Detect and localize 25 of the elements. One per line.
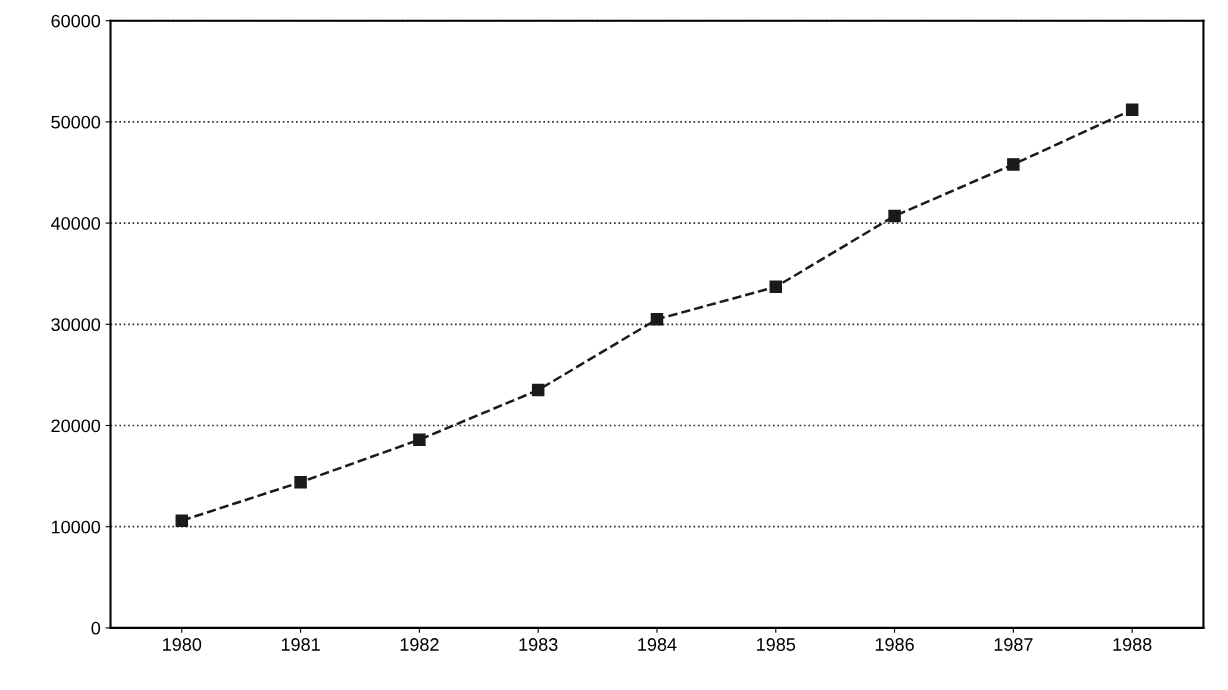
x-tick-label: 1986 bbox=[875, 638, 914, 651]
y-tick-label: 30000 bbox=[51, 318, 101, 332]
y-tick-label: 50000 bbox=[51, 115, 101, 129]
y-tick-label: 10000 bbox=[51, 520, 101, 534]
point bbox=[175, 514, 189, 527]
x-tick-label: 1984 bbox=[638, 638, 677, 651]
x-tick-label: 1985 bbox=[757, 638, 796, 651]
point bbox=[1125, 103, 1139, 117]
point bbox=[650, 312, 664, 326]
point bbox=[531, 383, 545, 397]
point bbox=[413, 433, 426, 446]
y-tick-label: 20000 bbox=[51, 419, 101, 433]
point bbox=[769, 280, 783, 294]
point bbox=[1007, 158, 1020, 171]
x-tick-label: 1987 bbox=[994, 638, 1033, 651]
x-tick-label: 1983 bbox=[519, 638, 558, 651]
point bbox=[294, 475, 307, 489]
point bbox=[888, 209, 901, 223]
x-tick-label: 1988 bbox=[1113, 638, 1152, 651]
x-tick-label: 1982 bbox=[400, 638, 439, 651]
y-tick-label: 40000 bbox=[51, 217, 101, 230]
x-tick-label: 1981 bbox=[281, 638, 320, 651]
y-tick-label: 60000 bbox=[51, 14, 101, 28]
y-tick-label: 0 bbox=[91, 621, 101, 635]
x-tick-label: 1980 bbox=[163, 638, 202, 651]
